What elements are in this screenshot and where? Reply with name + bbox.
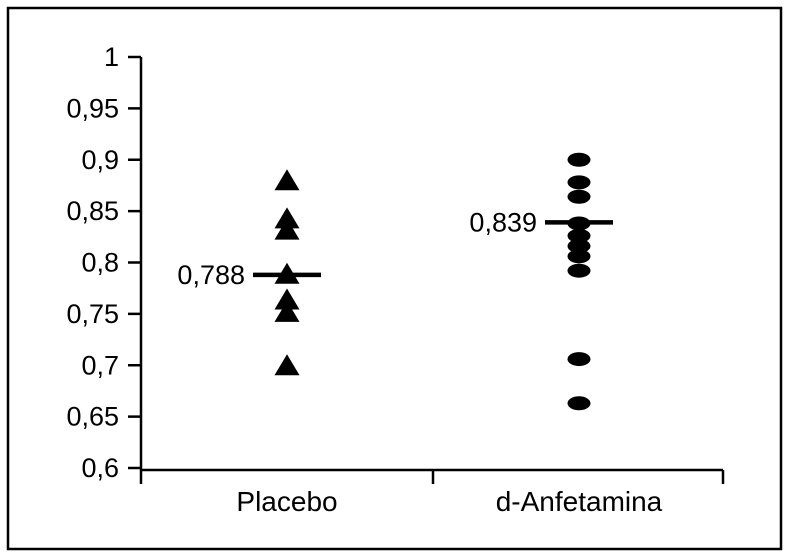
data-point-circle-d-anfetamina bbox=[567, 396, 591, 411]
y-tick-label: 0,8 bbox=[81, 248, 119, 278]
data-point-triangle-placebo bbox=[274, 218, 300, 240]
data-point-triangle-placebo bbox=[274, 169, 300, 191]
y-tick-label: 0,75 bbox=[66, 299, 119, 329]
data-point-circle-d-anfetamina bbox=[567, 228, 591, 243]
y-tick-label: 0,6 bbox=[81, 453, 119, 483]
data-point-triangle-placebo bbox=[274, 207, 300, 229]
y-tick-label: 0,9 bbox=[81, 145, 119, 175]
y-tick-label: 1 bbox=[104, 42, 119, 72]
data-point-triangle-placebo bbox=[274, 354, 300, 376]
data-point-circle-d-anfetamina bbox=[567, 263, 591, 278]
data-point-circle-d-anfetamina bbox=[567, 189, 591, 204]
data-point-triangle-placebo bbox=[274, 300, 300, 322]
data-point-circle-d-anfetamina bbox=[567, 239, 591, 254]
y-tick-label: 0,95 bbox=[66, 93, 119, 123]
mean-value-label-d-anfetamina: 0,839 bbox=[469, 207, 537, 237]
data-point-circle-d-anfetamina bbox=[567, 352, 591, 367]
y-tick-label: 0,7 bbox=[81, 350, 119, 380]
category-label-placebo: Placebo bbox=[236, 486, 337, 517]
data-point-circle-d-anfetamina bbox=[567, 175, 591, 190]
data-point-circle-d-anfetamina bbox=[567, 152, 591, 167]
figure-border bbox=[6, 6, 783, 551]
data-point-circle-d-anfetamina bbox=[567, 249, 591, 264]
category-label-d-anfetamina: d-Anfetamina bbox=[496, 486, 663, 517]
data-point-triangle-placebo bbox=[274, 288, 300, 310]
mean-value-label-placebo: 0,788 bbox=[177, 260, 245, 290]
y-tick-label: 0,85 bbox=[66, 196, 119, 226]
y-tick-label: 0,65 bbox=[66, 402, 119, 432]
